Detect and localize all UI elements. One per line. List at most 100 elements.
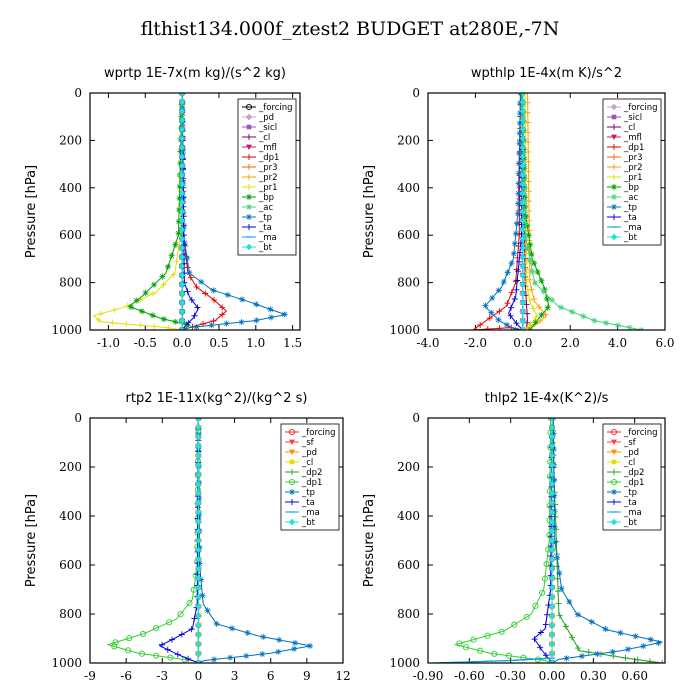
- marker-star: [289, 489, 295, 495]
- legend-entry: _cl: [607, 458, 635, 468]
- series-bt: [195, 418, 202, 663]
- y-tick-label: 1000: [51, 323, 82, 337]
- marker-diamond: [519, 299, 526, 306]
- marker-star: [625, 646, 632, 653]
- legend-label: _pr3: [623, 153, 643, 163]
- marker-star: [307, 642, 314, 649]
- marker-triangle: [611, 449, 617, 455]
- marker-plus: [555, 588, 562, 595]
- legend-entry: _ta: [285, 498, 315, 508]
- marker-plus: [575, 645, 582, 652]
- legend-entry: _tp: [242, 213, 272, 223]
- marker-plus: [508, 289, 515, 296]
- marker-star: [197, 576, 204, 583]
- marker-plus: [184, 288, 191, 295]
- marker-diamond: [548, 499, 556, 507]
- marker-circle: [126, 635, 133, 642]
- y-tick-label: 200: [59, 133, 82, 147]
- series-line: [453, 418, 553, 663]
- legend-label: _dp2: [301, 468, 322, 478]
- legend-label: _pr1: [623, 173, 643, 183]
- marker-star: [551, 477, 558, 484]
- marker-plus: [524, 319, 531, 326]
- marker-plus: [151, 323, 158, 330]
- marker-star: [198, 278, 205, 285]
- marker-diamond: [519, 153, 526, 161]
- marker-star: [655, 639, 662, 646]
- chart-panel-4: thlp2 1E-4x(K^2)/s Pressure [hPa] 0 200 400 6…: [362, 391, 666, 683]
- marker-plus: [164, 646, 171, 653]
- marker-plus: [246, 154, 252, 160]
- marker-plus: [646, 658, 653, 663]
- marker-circle: [470, 636, 477, 643]
- x-tick-label: 9: [303, 669, 311, 683]
- marker-plus: [610, 652, 617, 659]
- marker-star: [149, 312, 156, 319]
- marker-plus: [137, 322, 144, 329]
- marker-plus: [174, 651, 181, 658]
- y-tick-label: 400: [59, 509, 82, 523]
- marker-circle: [112, 639, 119, 646]
- legend-label: _cl: [623, 123, 635, 133]
- x-tick-label: -0.30: [495, 669, 526, 683]
- y-tick-label: 400: [397, 181, 420, 195]
- marker-diamond: [195, 603, 202, 610]
- legend-entry: _pr1: [242, 183, 278, 193]
- legend-entry: _forcing: [607, 103, 658, 113]
- marker-plus: [525, 188, 532, 195]
- legend-label: _cl: [301, 458, 313, 468]
- marker-diamond: [178, 98, 186, 106]
- marker-star: [508, 260, 515, 267]
- legend-label: _bp: [623, 183, 639, 193]
- marker-diamond: [178, 199, 186, 206]
- marker-plus: [496, 308, 503, 315]
- y-tick-label: 800: [397, 607, 420, 621]
- marker-star: [178, 113, 185, 120]
- marker-star: [196, 511, 203, 518]
- marker-star: [516, 130, 523, 137]
- marker-diamond: [548, 443, 556, 450]
- marker-star: [489, 294, 496, 301]
- marker-plus: [246, 184, 252, 190]
- marker-star: [138, 308, 145, 315]
- marker-star: [196, 495, 203, 502]
- x-tick-label: 4.0: [608, 336, 627, 350]
- marker-star: [253, 301, 260, 308]
- legend-entry: _bp: [242, 193, 274, 203]
- marker-plus: [211, 297, 218, 304]
- y-axis-label: Pressure [hPa]: [362, 494, 377, 587]
- marker-star: [550, 446, 557, 453]
- marker-star: [513, 220, 520, 227]
- marker-plus: [622, 654, 629, 661]
- legend-label: _ma: [301, 508, 320, 518]
- marker-star: [259, 651, 266, 658]
- marker-diamond: [288, 518, 296, 526]
- legend-entry: _ma: [285, 508, 320, 518]
- legend-label: _ac: [623, 193, 638, 203]
- marker-diamond: [548, 650, 556, 657]
- marker-diamond: [178, 180, 186, 188]
- marker-diamond: [195, 443, 202, 450]
- marker-diamond: [195, 565, 202, 572]
- marker-diamond: [519, 199, 526, 206]
- marker-plus: [536, 304, 543, 311]
- marker-star: [611, 184, 617, 190]
- marker-plus: [184, 264, 191, 271]
- legend-entry: _dp1: [242, 153, 279, 163]
- marker-star: [495, 287, 502, 294]
- marker-diamond: [195, 490, 202, 497]
- marker-plus: [180, 194, 187, 201]
- marker-diamond: [610, 103, 618, 111]
- legend-entry: _bt: [285, 518, 316, 528]
- marker-diamond: [519, 135, 526, 142]
- marker-circle: [166, 619, 173, 626]
- marker-plus: [556, 612, 563, 619]
- legend-label: _pr1: [258, 183, 278, 193]
- marker-diamond: [195, 527, 202, 535]
- marker-star: [292, 639, 299, 646]
- legend-entry: _sicl: [242, 123, 277, 133]
- marker-diamond: [519, 144, 526, 151]
- marker-diamond: [178, 126, 186, 133]
- marker-plus: [123, 320, 130, 327]
